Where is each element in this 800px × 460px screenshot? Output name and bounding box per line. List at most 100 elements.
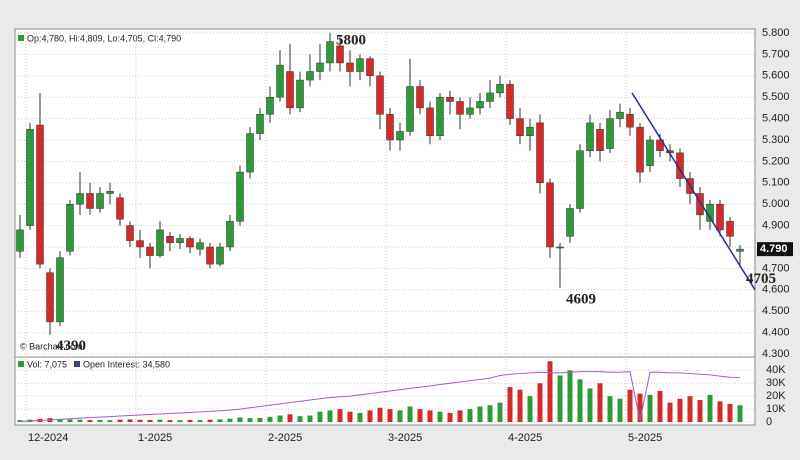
x-tick-label: 2-2025: [268, 432, 302, 444]
volume-bar: [447, 412, 453, 422]
candle-body: [416, 86, 424, 109]
volume-bar: [527, 396, 533, 422]
volume-bar: [287, 414, 293, 422]
candle-body: [406, 86, 414, 132]
volume-bar: [467, 409, 473, 422]
legend-icon: [18, 361, 24, 367]
volume-bar: [727, 403, 733, 422]
volume-bar: [627, 389, 633, 422]
y-tick-label: 40K: [766, 364, 786, 376]
candle-body: [386, 114, 394, 141]
candle-body: [46, 272, 54, 323]
candle-body: [696, 193, 704, 216]
candle-body: [116, 197, 124, 220]
volume-bar: [117, 419, 123, 422]
y-tick-label: 5.600: [762, 70, 790, 82]
volume-bar: [127, 419, 133, 422]
volume-bar: [637, 393, 643, 422]
volume-bar: [157, 419, 163, 422]
candle-body: [206, 246, 214, 265]
volume-bar: [647, 394, 653, 422]
volume-bar: [717, 401, 723, 422]
candle-body: [466, 107, 474, 115]
open-interest-line: [19, 371, 741, 422]
candle-body: [36, 124, 44, 265]
volume-bar: [437, 411, 443, 422]
volume-bar: [327, 410, 333, 422]
price-panel: [14, 28, 756, 358]
volume-bar: [687, 396, 693, 422]
volume-bar: [357, 412, 363, 422]
volume-bar: [457, 410, 463, 422]
x-tick-label: 3-2025: [388, 432, 422, 444]
y-tick-label: 5.100: [762, 177, 790, 189]
volume-bar: [167, 420, 173, 422]
volume-bar: [57, 419, 63, 422]
annotation: 4705: [746, 271, 776, 287]
price-legend: Op:4,780, Hi:4,809, Lo:4,705, Cl:4,790: [27, 33, 181, 43]
candle-body: [616, 111, 624, 119]
candle-body: [186, 238, 194, 248]
volume-bar: [507, 387, 513, 422]
y-tick-label: 5.300: [762, 134, 790, 146]
candle-body: [366, 58, 374, 77]
y-tick-label: 4.500: [762, 305, 790, 317]
candle-body: [646, 139, 654, 166]
candle-body: [356, 58, 364, 72]
candle-body: [296, 79, 304, 109]
candle-body: [66, 203, 74, 252]
volume-bar: [197, 420, 203, 422]
y-tick-label: 20K: [766, 390, 786, 402]
candle-body: [216, 246, 224, 265]
volume-bar: [657, 391, 663, 422]
candle-body: [166, 236, 174, 243]
volume-bar: [227, 418, 233, 422]
last-price-box: [757, 242, 793, 257]
volume-bar: [367, 410, 373, 422]
y-tick-label: 30K: [766, 377, 786, 389]
candle-body: [656, 139, 664, 151]
volume-bar: [477, 406, 483, 422]
volume-bar: [697, 400, 703, 422]
volume-bar: [217, 419, 223, 422]
volume-bar: [487, 405, 493, 422]
candle-body: [436, 96, 444, 136]
candle-body: [246, 133, 254, 173]
volume-bar: [207, 419, 213, 422]
last-price-label: 4.790: [760, 243, 788, 255]
candle-body: [256, 114, 264, 134]
legend-icon: [74, 361, 80, 367]
y-tick-label: 10K: [766, 403, 786, 415]
candle-body: [536, 122, 544, 184]
candle-body: [726, 221, 734, 237]
volume-bar: [397, 410, 403, 422]
candle-body: [56, 257, 64, 323]
candle-body: [506, 84, 514, 119]
candle-body: [376, 75, 384, 115]
y-tick-label: 5.700: [762, 48, 790, 60]
candle-body: [576, 150, 584, 209]
candle-body: [316, 62, 324, 72]
volume-legend: Vol: 7,075: [27, 359, 67, 369]
legend-icon: [18, 35, 24, 41]
volume-bar: [247, 418, 253, 422]
volume-bar: [337, 409, 343, 422]
candle-body: [716, 203, 724, 231]
volume-bar: [267, 416, 273, 422]
x-tick-label: 1-2025: [138, 432, 172, 444]
y-tick-label: 5.000: [762, 198, 790, 210]
volume-bar: [77, 419, 83, 422]
candle-body: [476, 101, 484, 109]
y-tick-label: 4.300: [762, 348, 790, 360]
candle-body: [76, 193, 84, 205]
candle-body: [496, 84, 504, 94]
volume-bar: [147, 419, 153, 422]
candle-body: [426, 107, 434, 136]
candle-body: [146, 246, 154, 256]
volume-bar: [377, 407, 383, 422]
candle-body: [126, 225, 134, 241]
candle-body: [136, 240, 144, 248]
candle-body: [286, 71, 294, 109]
candle-body: [276, 64, 284, 98]
